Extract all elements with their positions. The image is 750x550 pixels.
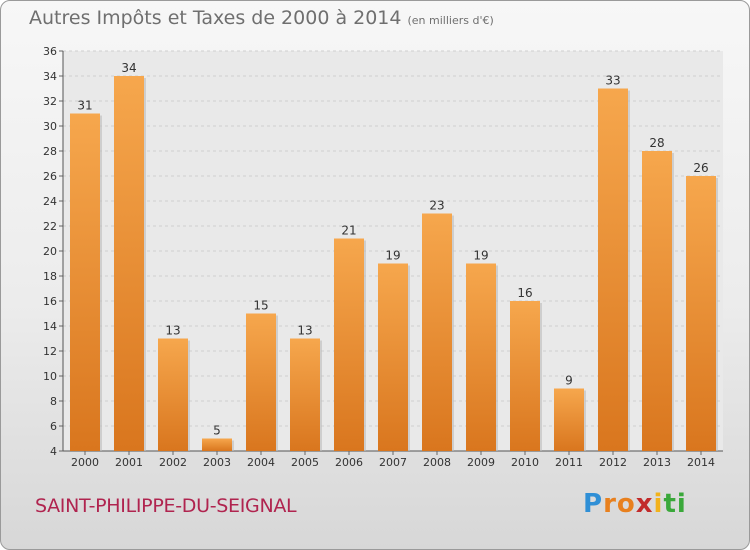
bar-value-label: 15 [253,299,268,313]
commune-name: SAINT-PHILIPPE-DU-SEIGNAL [35,495,297,517]
x-tick-label: 2014 [687,456,715,469]
x-tick-label: 2008 [423,456,451,469]
y-tick-label: 10 [43,370,57,383]
y-tick-label: 20 [43,245,57,258]
bar-value-label: 34 [121,61,136,75]
proxiti-logo: Proxiti [583,489,687,519]
x-tick-label: 2013 [643,456,671,469]
y-tick-label: 8 [50,395,57,408]
bar-value-label: 31 [77,99,92,113]
bar-value-label: 26 [693,161,708,175]
y-tick-label: 16 [43,295,57,308]
x-tick-label: 2011 [555,456,583,469]
y-tick-label: 26 [43,170,57,183]
y-tick-label: 12 [43,345,57,358]
bar-value-label: 9 [565,374,573,388]
bar [158,338,188,451]
x-tick-label: 2009 [467,456,495,469]
y-tick-label: 32 [43,95,57,108]
y-tick-label: 22 [43,220,57,233]
bar-value-label: 23 [429,199,444,213]
y-tick-label: 4 [50,445,57,458]
y-tick-label: 18 [43,270,57,283]
bar [686,176,716,451]
bar [554,388,584,451]
chart-title-text: Autres Impôts et Taxes de 2000 à 2014 [29,7,402,29]
x-tick-label: 2006 [335,456,363,469]
bar-value-label: 13 [165,324,180,338]
bar [378,263,408,451]
bar-value-label: 21 [341,224,356,238]
bar [598,88,628,451]
bar [202,438,232,451]
bar [466,263,496,451]
logo-letter: i [653,489,664,519]
logo-letter: P [583,489,604,519]
bar [334,238,364,451]
chart-subtitle: (en milliers d'€) [407,14,494,27]
logo-letter: r [603,489,617,519]
bar [642,151,672,451]
x-tick-label: 2000 [71,456,99,469]
logo-letter: o [616,489,636,519]
bar [114,76,144,451]
bar [70,113,100,451]
x-tick-label: 2002 [159,456,187,469]
bar-value-label: 16 [517,286,532,300]
bar-value-label: 28 [649,136,664,150]
y-tick-label: 6 [50,420,57,433]
y-tick-label: 30 [43,120,57,133]
y-tick-label: 28 [43,145,57,158]
bar-value-label: 19 [385,249,400,263]
bar [422,213,452,451]
x-tick-label: 2004 [247,456,275,469]
logo-letter: t [663,489,677,519]
bar [290,338,320,451]
y-tick-label: 24 [43,195,57,208]
bar-value-label: 33 [605,74,620,88]
x-tick-label: 2001 [115,456,143,469]
x-tick-label: 2005 [291,456,319,469]
bar-value-label: 13 [297,324,312,338]
x-tick-label: 2012 [599,456,627,469]
bar-value-label: 19 [473,249,488,263]
x-tick-label: 2010 [511,456,539,469]
bar [246,313,276,451]
y-tick-label: 34 [43,70,57,83]
logo-letter: i [676,489,687,519]
y-tick-label: 14 [43,320,57,333]
bar-value-label: 5 [213,424,221,438]
bar [510,301,540,451]
x-tick-label: 2003 [203,456,231,469]
chart-title: Autres Impôts et Taxes de 2000 à 2014 (en… [29,7,494,29]
x-tick-label: 2007 [379,456,407,469]
logo-letter: x [635,489,654,519]
y-tick-label: 36 [43,45,57,58]
